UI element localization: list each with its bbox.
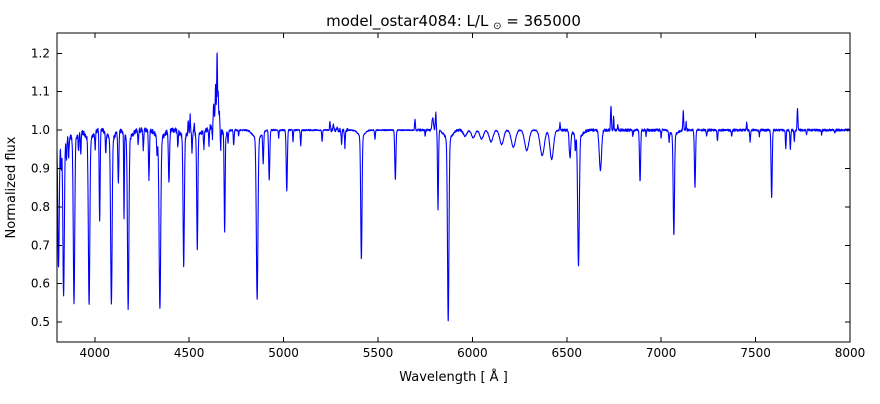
x-tick-label: 7500	[740, 346, 771, 360]
y-tick-label: 0.7	[31, 238, 50, 252]
y-tick-label: 0.6	[31, 277, 50, 291]
x-tick-label: 5000	[268, 346, 299, 360]
y-tick-label: 1.0	[31, 123, 50, 137]
sun-symbol: ⊙	[493, 21, 501, 32]
x-tick-label: 7000	[646, 346, 677, 360]
spectrum-line	[56, 52, 851, 322]
x-tick-label: 4500	[174, 346, 205, 360]
title-prefix: model_ostar4084: L/L	[326, 12, 489, 31]
x-axis-label: Wavelength [ Å ]	[399, 369, 508, 385]
y-tick-label: 0.9	[31, 161, 50, 175]
x-tick-label: 8000	[835, 346, 866, 360]
y-tick-label: 1.1	[31, 85, 50, 99]
y-tick-label: 1.2	[31, 46, 50, 60]
x-tick-label: 4000	[79, 346, 110, 360]
title-suffix: = 365000	[506, 12, 581, 30]
y-tick-label: 0.8	[31, 200, 50, 214]
y-axis-label: Normalized flux	[4, 136, 19, 238]
y-tick-label: 0.5	[31, 315, 50, 329]
x-tick-label: 5500	[363, 346, 394, 360]
axis-ticks	[57, 33, 851, 342]
plot-frame	[56, 32, 851, 343]
x-tick-label: 6000	[457, 346, 488, 360]
plot-title: model_ostar4084: L/L ⊙ = 365000	[326, 12, 581, 33]
x-tick-label: 6500	[552, 346, 583, 360]
axis-tick-labels: 4000 4500 5000 5500 6000 6500 7000 7500 8000 0.5 0…	[31, 46, 865, 360]
